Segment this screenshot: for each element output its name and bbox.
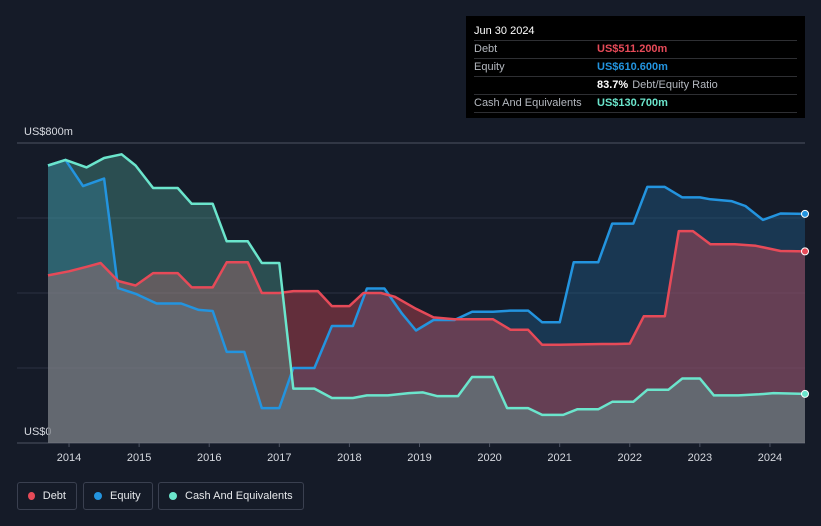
x-tick-label: 2018 [337,452,361,464]
endpoint-debt [801,247,809,256]
tooltip-ratio-spacer [474,77,597,94]
tooltip-debt-label: Debt [474,43,498,55]
tooltip-ratio-label: Debt/Equity Ratio [632,79,718,91]
tooltip-row-ratio: 83.7% Debt/Equity Ratio [474,76,797,94]
legend-item-equity[interactable]: Equity [83,482,153,510]
x-tick-label: 2017 [267,452,291,464]
line-cash-and-equivalents [47,153,806,417]
tooltip-equity-value: US$610.600m [597,61,668,73]
series-areas [48,154,805,444]
y-tick-label-top: US$800m [24,126,73,138]
series-lines [47,153,806,417]
tooltip-row-equity: Equity US$610.600m [474,58,797,76]
x-tick-label: 2021 [547,452,571,464]
legend-equity-label: Equity [110,490,141,502]
gridlines [17,217,805,369]
tooltip-date: Jun 30 2024 [474,25,535,37]
legend-debt-label: Debt [42,490,66,502]
tooltip-panel: Jun 30 2024 Debt US$511.200m Equity US$6… [466,16,805,118]
x-tick-label: 2016 [197,452,221,464]
endpoint-equity [801,209,809,218]
debt-dot-icon [28,492,35,500]
x-tick-label: 2024 [758,452,782,464]
tooltip-ratio-value: 83.7% [597,79,629,91]
area-cash-and-equivalents [48,154,805,444]
area-equity [48,159,805,443]
series-endpoints [801,209,809,398]
x-tick-labels: 2014 2015 2016 2017 2018 2019 2020 2021 2022 2023… [57,443,782,464]
x-tick-label: 2014 [57,452,81,464]
equity-dot-icon [94,492,102,500]
line-debt [47,229,806,347]
endpoint-cash-and-equivalents [801,389,809,398]
legend-cash-label: Cash And Equivalents [185,490,293,502]
area-debt [48,231,805,443]
cash-dot-icon [169,492,177,500]
x-tick-label: 2022 [618,452,642,464]
tooltip-debt-value: US$511.200m [597,43,668,55]
tooltip-row-cash: Cash And Equivalents US$130.700m [474,94,797,113]
y-tick-label-zero: US$0 [24,426,52,438]
line-equity [47,158,806,410]
x-tick-label: 2023 [688,452,712,464]
x-tick-label: 2019 [407,452,431,464]
legend-item-cash[interactable]: Cash And Equivalents [158,482,304,510]
tooltip-cash-value: US$130.700m [597,97,668,109]
x-tick-label: 2015 [127,452,151,464]
x-tick-label: 2020 [477,452,501,464]
tooltip-equity-label: Equity [474,61,505,73]
tooltip-cash-label: Cash And Equivalents [474,97,582,109]
legend-item-debt[interactable]: Debt [17,482,77,510]
tooltip-row-debt: Debt US$511.200m [474,40,797,58]
